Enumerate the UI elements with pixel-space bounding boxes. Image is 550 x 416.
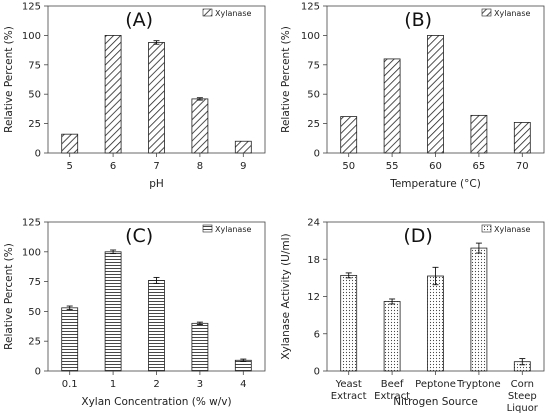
y-tick-label: 50 bbox=[28, 307, 41, 318]
legend-label: Xylanase bbox=[215, 225, 251, 234]
x-tick-label: Corn Steep Liquor bbox=[507, 379, 539, 414]
bar bbox=[383, 58, 401, 154]
x-tick-label: 7 bbox=[153, 161, 159, 172]
bar bbox=[104, 251, 122, 372]
panel-a: 0 25 50 75 100 125 5 6 7 8 9 pH Relative Percent (%)… bbox=[3, 2, 266, 190]
y-tick-label: 25 bbox=[28, 119, 41, 130]
x-tick-label: 1 bbox=[110, 379, 116, 390]
bar bbox=[470, 247, 488, 372]
x-tick-label: 3 bbox=[197, 379, 203, 390]
x-tick-label: Tryptone bbox=[456, 379, 501, 390]
x-tick-label: Yeast Extract bbox=[331, 379, 367, 402]
x-tick-label: 9 bbox=[240, 161, 246, 172]
x-tick-label: Beef Extract bbox=[374, 379, 410, 402]
panel-c: 0 25 50 75 100 125 0.1 1 2 3 4 Xylan Concentration … bbox=[3, 218, 266, 408]
panel-b: 0 25 50 75 100 125 50 55 60 65 70 Temperature (°C) R… bbox=[280, 2, 545, 190]
bar bbox=[104, 35, 122, 154]
bar bbox=[427, 275, 444, 372]
y-tick-label: 125 bbox=[22, 218, 41, 229]
y-axis-title: Relative Percent (%) bbox=[3, 26, 15, 133]
y-tick-label: 75 bbox=[307, 60, 320, 71]
x-tick-label: 6 bbox=[110, 161, 116, 172]
y-tick-label: 125 bbox=[301, 2, 320, 13]
y-tick-label: 12 bbox=[307, 292, 320, 303]
legend: Xylanase bbox=[202, 224, 251, 234]
x-tick-label: 60 bbox=[429, 161, 442, 172]
legend: Xylanase bbox=[481, 8, 530, 18]
x-tick-label: Peptone bbox=[415, 379, 456, 390]
panel-label: (D) bbox=[403, 225, 432, 247]
x-tick-label: 65 bbox=[473, 161, 486, 172]
y-tick-label: 0 bbox=[35, 149, 41, 160]
bar bbox=[191, 322, 209, 372]
legend-swatch bbox=[202, 8, 213, 17]
y-tick-label: 0 bbox=[314, 367, 320, 378]
x-tick-label: 4 bbox=[240, 379, 246, 390]
bar bbox=[61, 307, 79, 372]
x-tick-label: 5 bbox=[67, 161, 73, 172]
legend-label: Xylanase bbox=[494, 9, 530, 18]
legend-swatch bbox=[481, 8, 492, 17]
x-axis-title: Temperature (°C) bbox=[389, 178, 481, 190]
x-tick-label: 8 bbox=[197, 161, 203, 172]
y-tick-label: 125 bbox=[22, 2, 41, 13]
y-tick-label: 18 bbox=[307, 255, 320, 266]
y-tick-label: 100 bbox=[22, 247, 41, 258]
legend: Xylanase bbox=[481, 224, 530, 234]
y-tick-label: 75 bbox=[28, 60, 41, 71]
bar bbox=[61, 133, 79, 154]
x-tick-label: 2 bbox=[153, 379, 159, 390]
y-tick-label: 25 bbox=[28, 337, 41, 348]
panel-label: (C) bbox=[125, 225, 153, 247]
y-tick-label: 50 bbox=[307, 90, 320, 101]
y-tick-label: 100 bbox=[301, 31, 320, 42]
y-tick-label: 6 bbox=[314, 329, 320, 340]
legend: Xylanase bbox=[202, 8, 251, 18]
bar bbox=[513, 122, 531, 154]
x-axis-title: pH bbox=[149, 178, 164, 190]
legend-swatch bbox=[202, 224, 213, 233]
legend-label: Xylanase bbox=[494, 225, 530, 234]
x-tick-label: 50 bbox=[342, 161, 355, 172]
panel-label: (B) bbox=[404, 9, 432, 31]
x-axis-title: Nitrogen Source bbox=[393, 396, 478, 408]
y-tick-label: 100 bbox=[22, 31, 41, 42]
bar bbox=[383, 301, 401, 372]
x-tick-label: 55 bbox=[386, 161, 399, 172]
y-tick-label: 0 bbox=[35, 367, 41, 378]
y-axis-title: Xylanase Activity (U/ml) bbox=[280, 233, 292, 359]
bar bbox=[340, 116, 358, 154]
x-axis-title: Xylan Concentration (% w/v) bbox=[81, 396, 231, 408]
panel-d: 0 6 12 18 24 Yeast Extract Beef Extract Peptone Tr… bbox=[280, 218, 545, 414]
y-tick-label: 25 bbox=[307, 119, 320, 130]
bar bbox=[148, 42, 165, 154]
y-axis-title: Relative Percent (%) bbox=[3, 243, 15, 350]
bar bbox=[148, 280, 165, 372]
y-tick-label: 0 bbox=[314, 149, 320, 160]
bar bbox=[340, 274, 358, 372]
legend-label: Xylanase bbox=[215, 9, 251, 18]
bar bbox=[427, 35, 444, 154]
x-tick-label: 0.1 bbox=[62, 379, 78, 390]
y-tick-label: 24 bbox=[307, 218, 320, 229]
bar bbox=[470, 114, 488, 154]
legend-swatch bbox=[481, 224, 492, 233]
y-axis-title: Relative Percent (%) bbox=[280, 26, 292, 133]
bar bbox=[191, 98, 209, 154]
bar bbox=[234, 140, 252, 154]
y-tick-label: 75 bbox=[28, 277, 41, 288]
x-tick-label: 70 bbox=[516, 161, 529, 172]
panel-label: (A) bbox=[125, 9, 153, 31]
y-tick-label: 50 bbox=[28, 90, 41, 101]
